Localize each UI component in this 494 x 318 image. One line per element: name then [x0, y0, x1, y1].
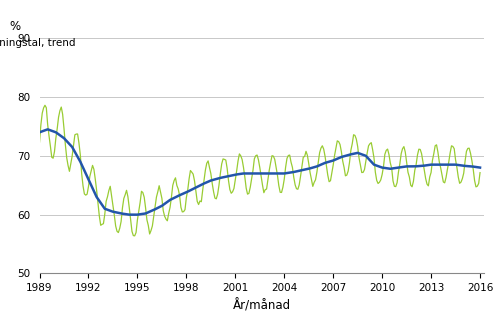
Y-axis label: %: % [9, 20, 21, 33]
X-axis label: År/månad: År/månad [233, 299, 291, 312]
Legend: Relativt sysselsättningstal, Relativt sysselsättningstal, trend: Relativt sysselsättningstal, Relativt sy… [0, 38, 75, 48]
